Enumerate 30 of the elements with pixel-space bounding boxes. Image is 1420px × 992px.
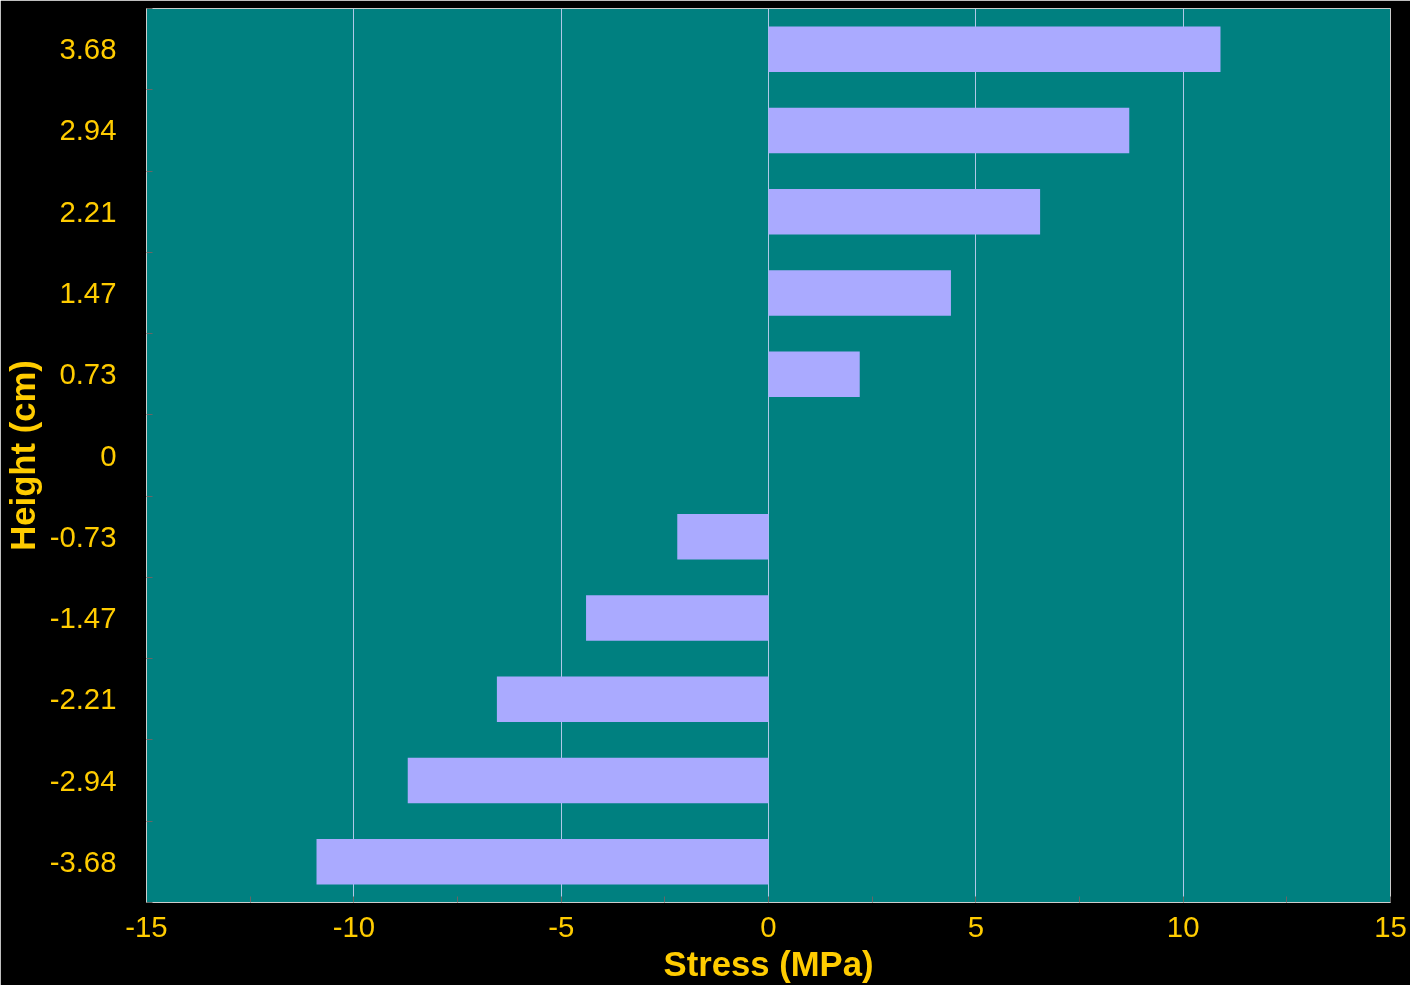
x-axis-title: Stress (MPa) [663, 944, 874, 983]
x-tick-label: 10 [1166, 909, 1200, 943]
bar [768, 107, 1130, 154]
x-tick-label: 5 [967, 909, 984, 943]
y-tick-label: 0.73 [59, 357, 117, 391]
y-tick-label: -3.68 [49, 844, 117, 878]
y-tick-label: 2.94 [59, 113, 117, 147]
x-tick-label: 0 [760, 909, 777, 943]
x-tick-label: -10 [332, 909, 376, 943]
x-tick-label: 15 [1374, 909, 1407, 943]
bar [586, 595, 769, 641]
y-axis-title: Height (cm) [3, 360, 42, 551]
bar [407, 757, 769, 804]
bar [496, 676, 769, 723]
y-tick-label: 3.68 [59, 32, 117, 66]
bar [768, 351, 860, 397]
y-tick-label: -2.94 [49, 763, 117, 797]
y-tick-label: -0.73 [49, 519, 117, 553]
bar [768, 270, 951, 316]
bar [768, 188, 1041, 235]
y-tick-label: -1.47 [49, 601, 117, 635]
bar [316, 839, 769, 885]
y-tick-label: 1.47 [59, 275, 117, 309]
bar [677, 514, 769, 560]
x-tick-label: -5 [548, 909, 575, 943]
bar [768, 26, 1221, 72]
x-tick-label: -15 [125, 909, 168, 943]
y-tick-label: 2.21 [59, 194, 117, 228]
y-tick-label: -2.21 [49, 682, 117, 716]
y-tick-label: 0 [100, 438, 117, 472]
